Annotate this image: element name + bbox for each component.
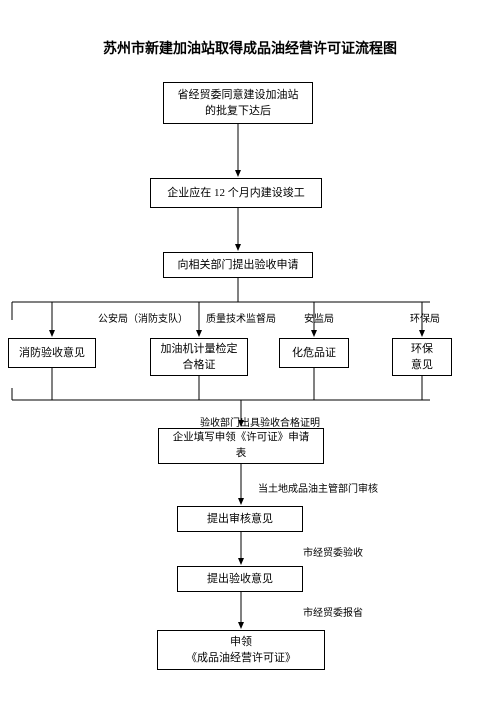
label-safety-dept: 安监局 — [304, 310, 334, 325]
label-local-review: 当土地成品油主管部门审核 — [258, 480, 378, 495]
node-obtain-license: 申领《成品油经营许可证》 — [157, 630, 325, 670]
label-quality-dept: 质量技术监督局 — [206, 310, 276, 325]
node-fire-opinion: 消防验收意见 — [8, 338, 96, 368]
node-approval: 省经贸委同意建设加油站的批复下达后 — [163, 82, 313, 124]
label-city-acceptance: 市经贸委验收 — [303, 544, 363, 559]
node-env-opinion: 环保意见 — [392, 338, 452, 376]
node-hazmat-cert: 化危品证 — [279, 338, 349, 368]
label-fire-dept: 公安局（消防支队） — [98, 310, 188, 325]
label-env-dept: 环保局 — [410, 310, 440, 325]
node-review-opinion: 提出审核意见 — [177, 506, 303, 532]
node-construction: 企业应在 12 个月内建设竣工 — [150, 178, 322, 208]
node-acceptance-opinion: 提出验收意见 — [177, 566, 303, 592]
node-apply-inspection: 向相关部门提出验收申请 — [163, 252, 313, 278]
node-meter-cert: 加油机计量检定合格证 — [150, 338, 248, 376]
label-city-report: 市经贸委报省 — [303, 604, 363, 619]
page-title: 苏州市新建加油站取得成品油经营许可证流程图 — [0, 38, 500, 58]
node-fill-application: 企业填写申领《许可证》申请表 — [158, 428, 324, 464]
label-cert-issued: 验收部门出具验收合格证明 — [200, 414, 320, 429]
